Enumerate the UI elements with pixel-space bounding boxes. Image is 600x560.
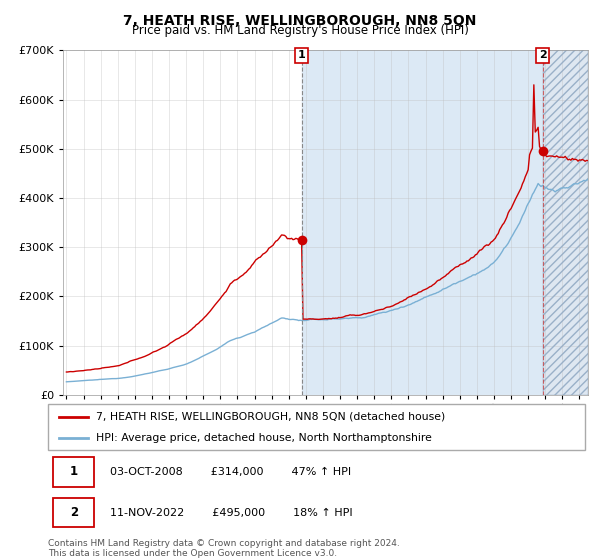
Text: 7, HEATH RISE, WELLINGBOROUGH, NN8 5QN: 7, HEATH RISE, WELLINGBOROUGH, NN8 5QN — [124, 14, 476, 28]
Text: 1: 1 — [70, 465, 78, 478]
Text: 7, HEATH RISE, WELLINGBOROUGH, NN8 5QN (detached house): 7, HEATH RISE, WELLINGBOROUGH, NN8 5QN (… — [97, 412, 446, 422]
FancyBboxPatch shape — [53, 498, 94, 527]
Text: 1: 1 — [298, 50, 305, 60]
FancyBboxPatch shape — [53, 458, 94, 487]
Bar — [302, 50, 542, 395]
Bar — [542, 50, 588, 395]
Text: Price paid vs. HM Land Registry's House Price Index (HPI): Price paid vs. HM Land Registry's House … — [131, 24, 469, 37]
Text: HPI: Average price, detached house, North Northamptonshire: HPI: Average price, detached house, Nort… — [97, 433, 432, 443]
Text: 03-OCT-2008        £314,000        47% ↑ HPI: 03-OCT-2008 £314,000 47% ↑ HPI — [110, 467, 351, 477]
Text: 11-NOV-2022        £495,000        18% ↑ HPI: 11-NOV-2022 £495,000 18% ↑ HPI — [110, 507, 352, 517]
Text: Contains HM Land Registry data © Crown copyright and database right 2024.
This d: Contains HM Land Registry data © Crown c… — [48, 539, 400, 558]
Text: 2: 2 — [539, 50, 547, 60]
Text: 2: 2 — [70, 506, 78, 519]
FancyBboxPatch shape — [48, 404, 585, 450]
Bar — [542, 50, 588, 395]
